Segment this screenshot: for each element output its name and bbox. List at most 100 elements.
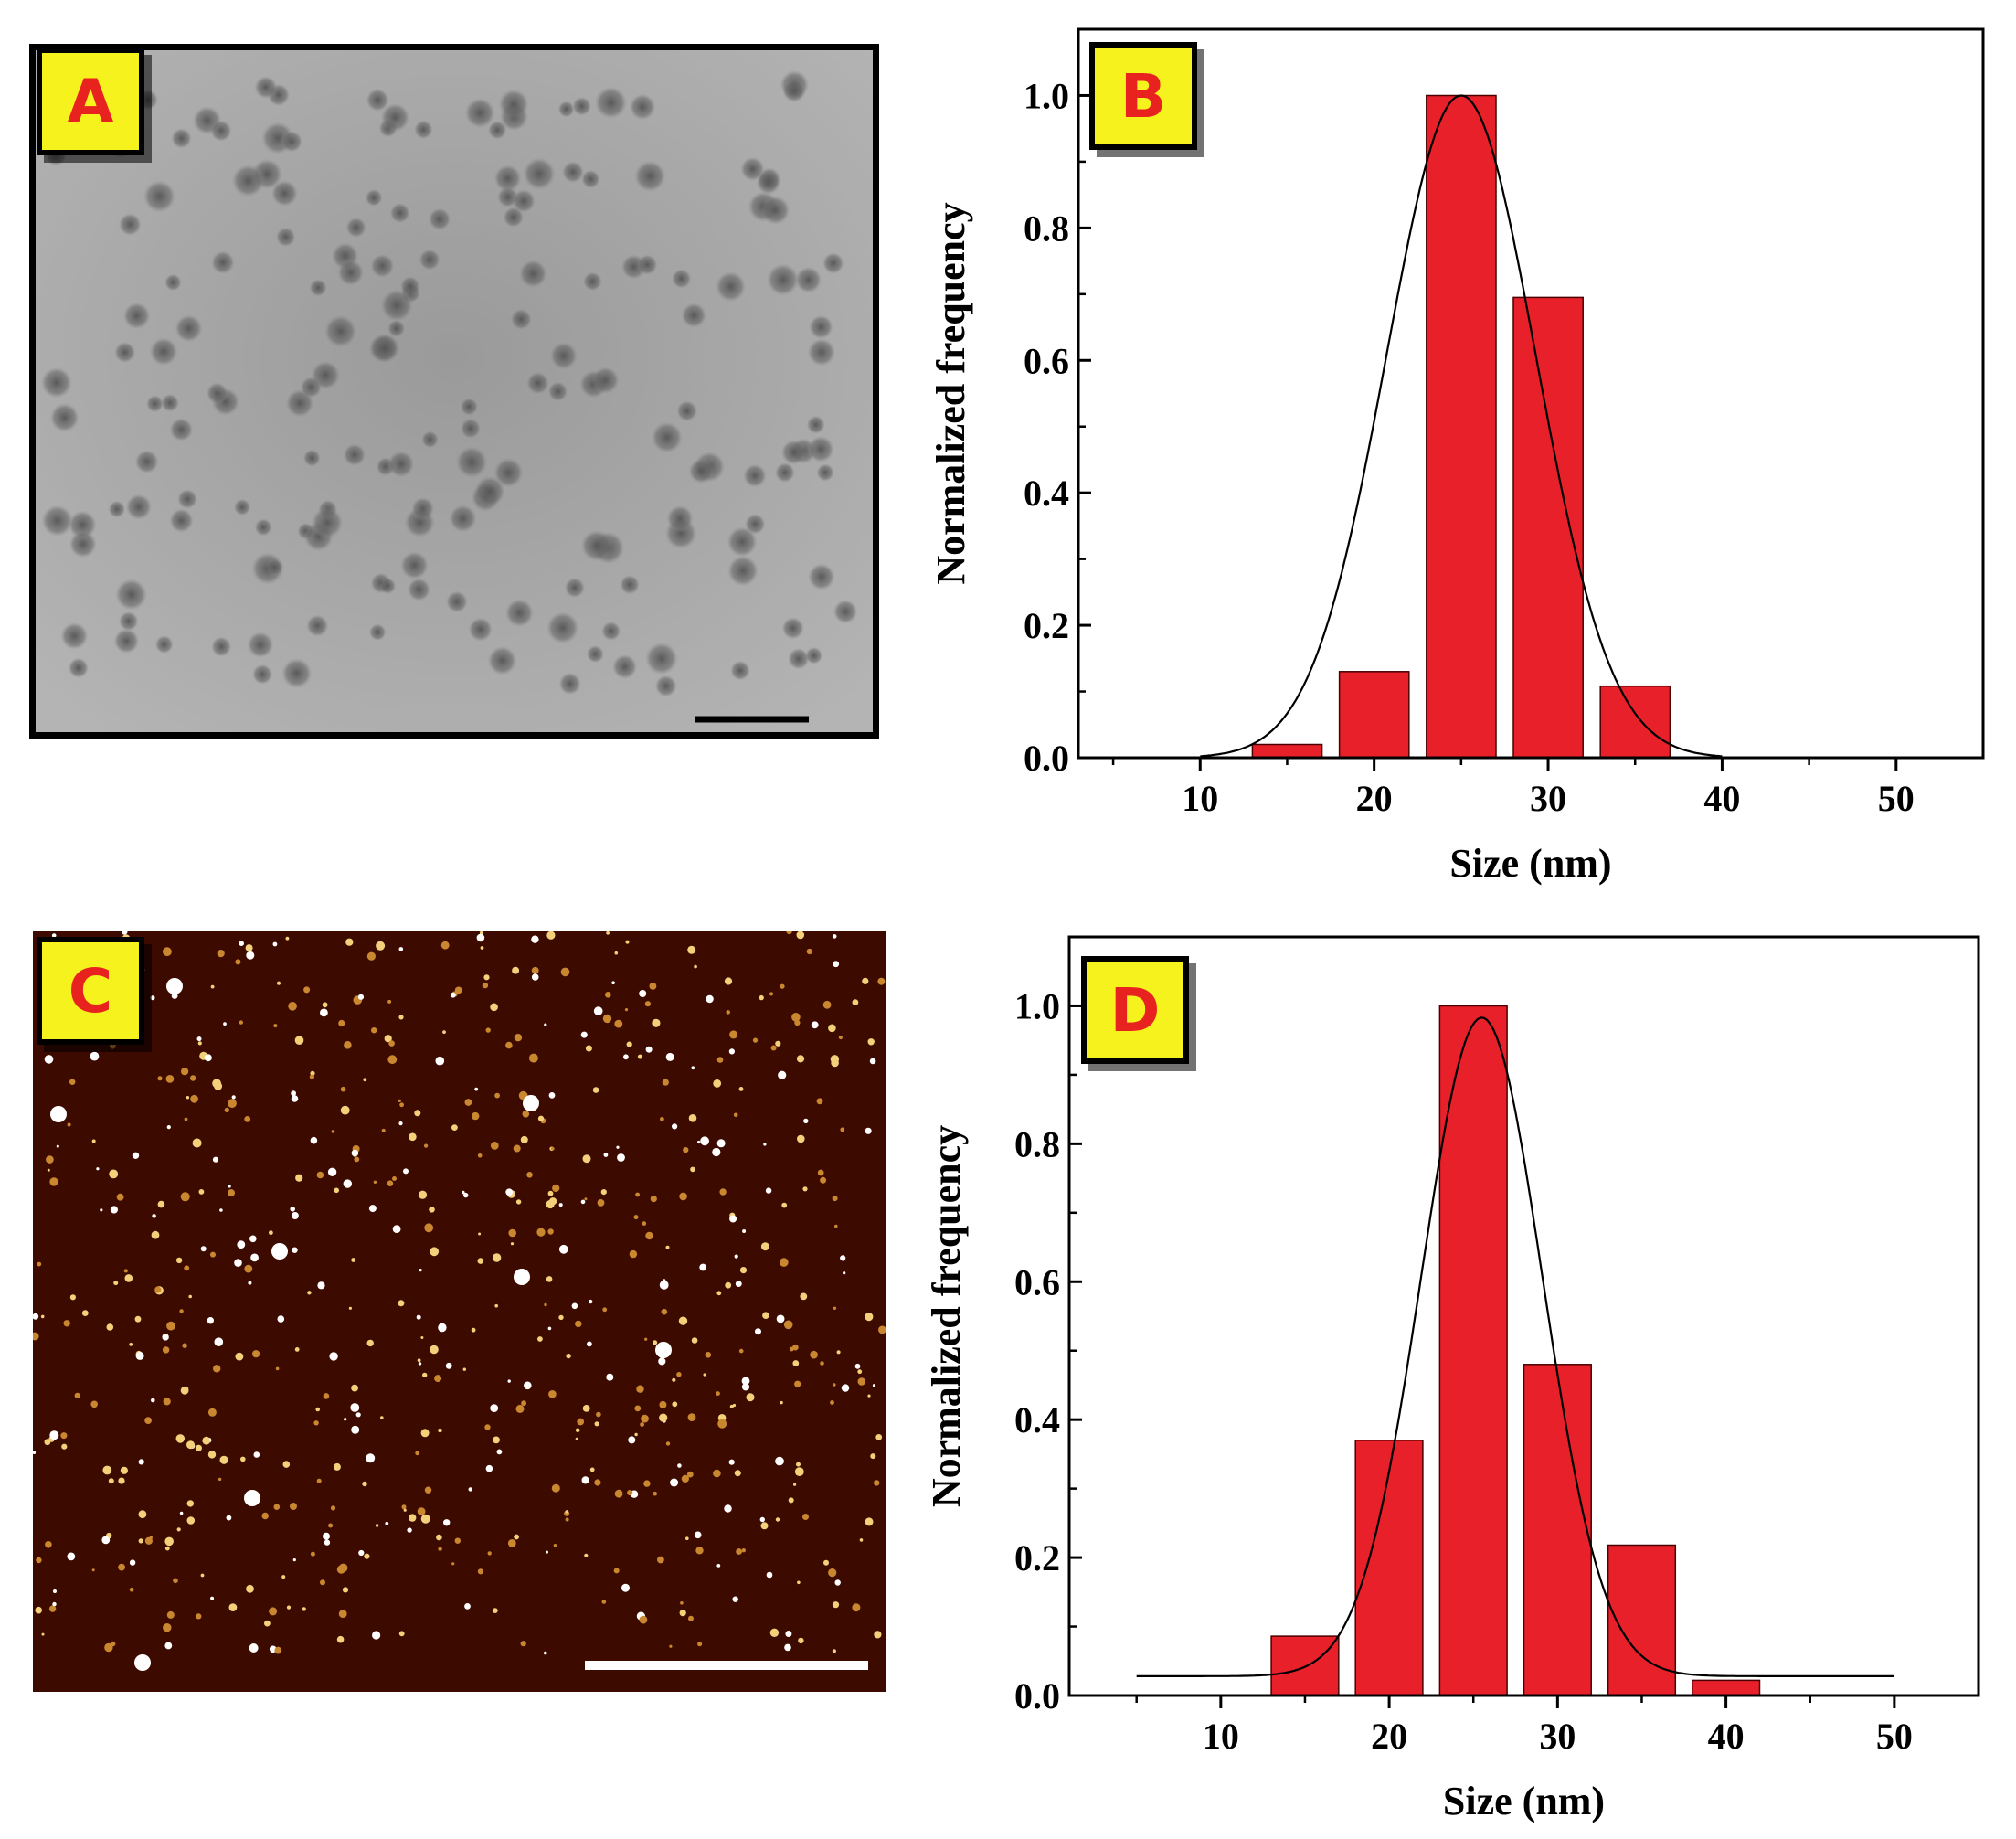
nanoparticle	[455, 446, 488, 478]
afm-feature	[228, 1603, 238, 1611]
afm-feature	[246, 951, 255, 960]
afm-feature	[387, 1055, 398, 1065]
nanoparticle	[125, 494, 152, 520]
afm-feature	[724, 1504, 732, 1513]
nanoparticle	[169, 418, 194, 441]
afm-feature	[691, 1066, 695, 1070]
afm-feature	[407, 1527, 412, 1533]
afm-feature	[629, 1249, 638, 1259]
afm-feature	[833, 1306, 837, 1310]
nanoparticle	[612, 654, 638, 680]
afm-feature	[129, 1587, 134, 1592]
afm-feature	[463, 1192, 469, 1198]
nanoparticle	[254, 518, 272, 537]
afm-feature	[547, 1326, 552, 1331]
afm-feature	[580, 1031, 588, 1038]
afm-feature	[244, 1116, 251, 1122]
afm-feature	[672, 1401, 678, 1408]
afm-feature	[164, 1642, 173, 1650]
afm-feature	[477, 1153, 483, 1158]
nanoparticle	[134, 450, 159, 474]
afm-feature	[181, 1068, 189, 1076]
nanoparticle	[654, 675, 677, 697]
hist-b-ytick-label: 0.0	[1024, 738, 1069, 779]
afm-feature	[472, 1111, 480, 1121]
afm-feature	[834, 1579, 841, 1586]
nanoparticle	[562, 161, 584, 184]
hist-b-ytick-label: 1.0	[1024, 75, 1069, 116]
afm-feature	[531, 935, 539, 943]
nanoparticle	[518, 260, 547, 288]
hist-b-xlabel: Size (nm)	[1449, 841, 1611, 886]
afm-feature	[435, 1056, 445, 1066]
afm-feature	[762, 1312, 769, 1319]
afm-feature	[716, 1291, 722, 1296]
nanoparticle	[504, 599, 535, 628]
nanoparticle	[114, 341, 136, 364]
afm-feature	[213, 1365, 221, 1373]
afm-feature	[333, 1462, 341, 1471]
afm-feature	[513, 1144, 521, 1153]
afm-feature	[185, 1387, 189, 1391]
afm-feature	[865, 1517, 874, 1526]
afm-feature	[269, 1230, 273, 1236]
afm-feature	[60, 1432, 68, 1440]
afm-feature	[438, 1428, 442, 1433]
afm-feature	[362, 1481, 367, 1487]
nanoparticle	[546, 611, 579, 644]
afm-feature	[584, 1197, 588, 1201]
afm-feature	[755, 1328, 761, 1335]
afm-feature	[672, 1377, 676, 1382]
afm-feature	[51, 933, 57, 938]
nanoparticle	[676, 400, 698, 422]
afm-feature	[69, 1294, 76, 1301]
afm-feature	[316, 1478, 322, 1483]
nanoparticle	[387, 451, 415, 478]
afm-feature	[802, 1186, 808, 1192]
afm-feature	[865, 1127, 872, 1134]
afm-feature	[56, 1144, 59, 1148]
afm-feature	[625, 940, 630, 944]
afm-feature	[163, 1398, 171, 1406]
nanoparticle	[400, 551, 429, 580]
afm-feature	[520, 1641, 526, 1647]
afm-feature	[490, 1142, 499, 1150]
afm-feature	[207, 1408, 217, 1417]
hist-b-bar	[1338, 671, 1410, 759]
afm-feature	[351, 1425, 360, 1434]
nanoparticle	[206, 382, 228, 404]
nanoparticle	[149, 337, 178, 367]
afm-feature	[424, 1143, 429, 1148]
nanoparticle	[580, 529, 613, 562]
afm-feature	[373, 1180, 377, 1184]
afm-feature	[430, 1345, 439, 1355]
afm-feature	[416, 1314, 421, 1320]
afm-feature	[123, 1269, 128, 1273]
afm-feature	[852, 999, 859, 1005]
afm-feature	[614, 1019, 623, 1028]
nanoparticle	[40, 367, 72, 399]
afm-feature	[399, 1102, 404, 1108]
afm-feature	[784, 1643, 791, 1652]
afm-feature	[212, 1156, 219, 1163]
afm-feature	[789, 1346, 794, 1352]
afm-feature	[616, 1145, 620, 1149]
afm-feature	[636, 1385, 644, 1393]
afm-feature	[342, 1587, 349, 1593]
afm-feature	[228, 1189, 235, 1197]
afm-feature	[635, 1192, 640, 1197]
afm-feature	[417, 1507, 426, 1515]
nanoparticle	[177, 489, 198, 509]
afm-feature	[176, 1527, 181, 1532]
afm-feature	[323, 1532, 330, 1540]
afm-feature	[783, 1320, 793, 1330]
afm-feature	[566, 1353, 571, 1359]
afm-feature	[186, 1096, 190, 1100]
afm-feature	[292, 1558, 296, 1562]
afm-feature	[760, 1522, 769, 1530]
hist-d-xtick-label: 50	[1876, 1716, 1913, 1757]
afm-feature	[328, 1523, 334, 1528]
hist-d-ytick-label: 0.2	[1014, 1537, 1060, 1579]
afm-feature	[833, 1383, 836, 1387]
afm-feature	[210, 1251, 216, 1258]
